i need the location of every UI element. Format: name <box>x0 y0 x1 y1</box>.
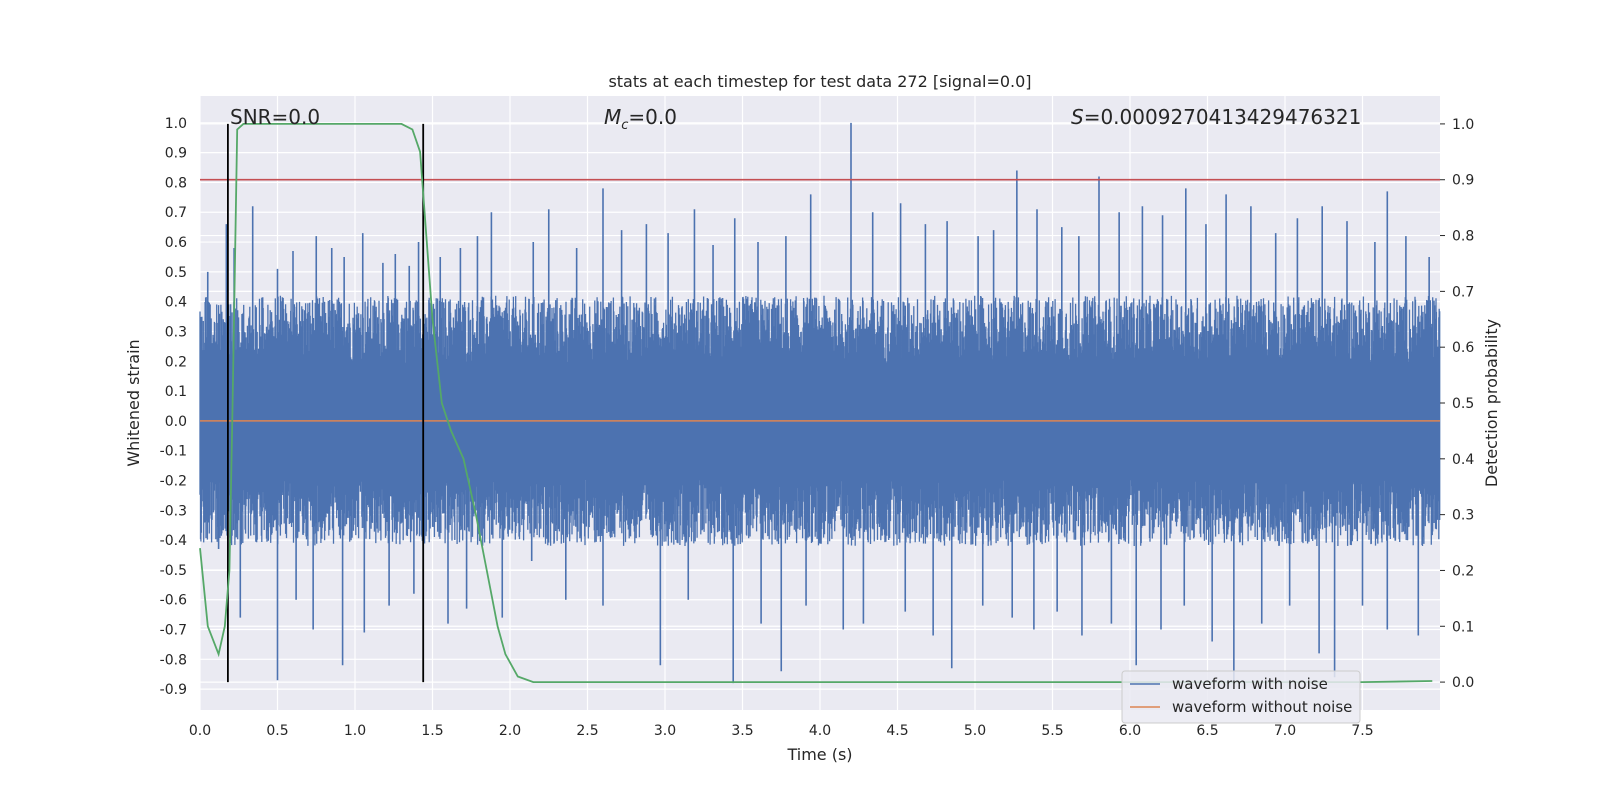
snr-annotation: SNR=0.0 <box>230 105 320 129</box>
x-tick-label: 6.5 <box>1196 723 1218 739</box>
y-tick-label: -0.6 <box>160 593 187 609</box>
x-tick-label: 3.5 <box>731 723 753 739</box>
y2-tick-label: 0.2 <box>1452 563 1474 579</box>
y-tick-label: 0.8 <box>165 175 187 191</box>
x-axis-label: Time (s) <box>786 745 852 764</box>
score-symbol: S <box>1071 105 1084 129</box>
x-tick-label: 5.0 <box>964 723 986 739</box>
y-tick-label: -0.5 <box>160 563 187 579</box>
x-tick-label: 2.0 <box>499 723 521 739</box>
y2-tick-label: 0.0 <box>1452 675 1474 691</box>
detection-probability-line <box>199 123 1433 683</box>
y2-tick-label: 0.3 <box>1452 508 1474 524</box>
y-tick-label: -0.2 <box>160 473 187 489</box>
tick-labels: 0.0 0.5 1.0 1.5 2.0 2.5 3.0 3.5 4.0 4.5 5.0 5.5 6.0 6… <box>160 116 1475 739</box>
x-tick-label: 7.0 <box>1274 723 1296 739</box>
x-tick-label: 1.0 <box>344 723 366 739</box>
y2-tick-label: 0.4 <box>1452 452 1474 468</box>
y2-tick-label: 1.0 <box>1452 117 1474 133</box>
y-tick-label: 0.9 <box>165 146 187 162</box>
chart-title: stats at each timestep for test data 272… <box>608 72 1031 91</box>
y2-tick-label: 0.1 <box>1452 619 1474 635</box>
y-tick-label: 0.2 <box>165 354 187 370</box>
x-tick-label: 0.0 <box>189 723 211 739</box>
x-tick-label: 7.5 <box>1351 723 1373 739</box>
y2-tick-label: 0.5 <box>1452 396 1474 412</box>
y2-tick-label: 0.9 <box>1452 173 1474 189</box>
legend-label-clean: waveform without noise <box>1172 698 1352 716</box>
y2-tick-label: 0.8 <box>1452 229 1474 245</box>
y2-tick-label: 0.6 <box>1452 340 1474 356</box>
y-tick-label: 0.3 <box>165 324 187 340</box>
x-tick-label: 4.0 <box>809 723 831 739</box>
chirp-mass-annotation: Mc=0.0 <box>604 105 677 133</box>
waveform-with-noise-series <box>199 122 1441 684</box>
x-tick-label: 0.5 <box>266 723 288 739</box>
y-tick-label: -0.8 <box>160 652 187 668</box>
waveform-with-noise-line <box>199 295 1441 546</box>
legend: waveform with noise waveform without noi… <box>1121 670 1361 724</box>
chirp-mass-value: =0.0 <box>628 105 677 129</box>
y-tick-label: 0.0 <box>165 414 187 430</box>
y2-axis-label: Detection probability <box>1482 319 1501 487</box>
y-tick-label: 0.5 <box>165 265 187 281</box>
legend-box <box>1121 670 1361 724</box>
y-tick-label: -0.9 <box>160 682 187 698</box>
score-annotation: S=0.0009270413429476321 <box>1071 105 1361 129</box>
y-tick-label: 0.1 <box>165 384 187 400</box>
y-tick-label: -0.7 <box>160 623 187 639</box>
overlay-layer <box>199 123 1440 683</box>
x-tick-label: 3.0 <box>654 723 676 739</box>
y-tick-label: -0.4 <box>160 533 187 549</box>
x-tick-label: 1.5 <box>421 723 443 739</box>
x-tick-label: 5.5 <box>1041 723 1063 739</box>
y-tick-label: -0.3 <box>160 503 187 519</box>
x-tick-label: 6.0 <box>1119 723 1141 739</box>
y-tick-label: 0.4 <box>165 295 187 311</box>
x-tick-label: 2.5 <box>576 723 598 739</box>
y-axis-label: Whitened strain <box>124 339 143 466</box>
y2-tick-label: 0.7 <box>1452 284 1474 300</box>
chirp-mass-subscript: c <box>621 118 628 133</box>
x-tick-label: 4.5 <box>886 723 908 739</box>
y-tick-label: 0.7 <box>165 205 187 221</box>
chirp-mass-symbol: M <box>604 105 621 129</box>
y-tick-label: 0.6 <box>165 235 187 251</box>
y-tick-label: 1.0 <box>165 116 187 132</box>
legend-label-noise: waveform with noise <box>1172 675 1328 693</box>
y-tick-label: -0.1 <box>160 444 187 460</box>
score-value: =0.0009270413429476321 <box>1084 105 1362 129</box>
